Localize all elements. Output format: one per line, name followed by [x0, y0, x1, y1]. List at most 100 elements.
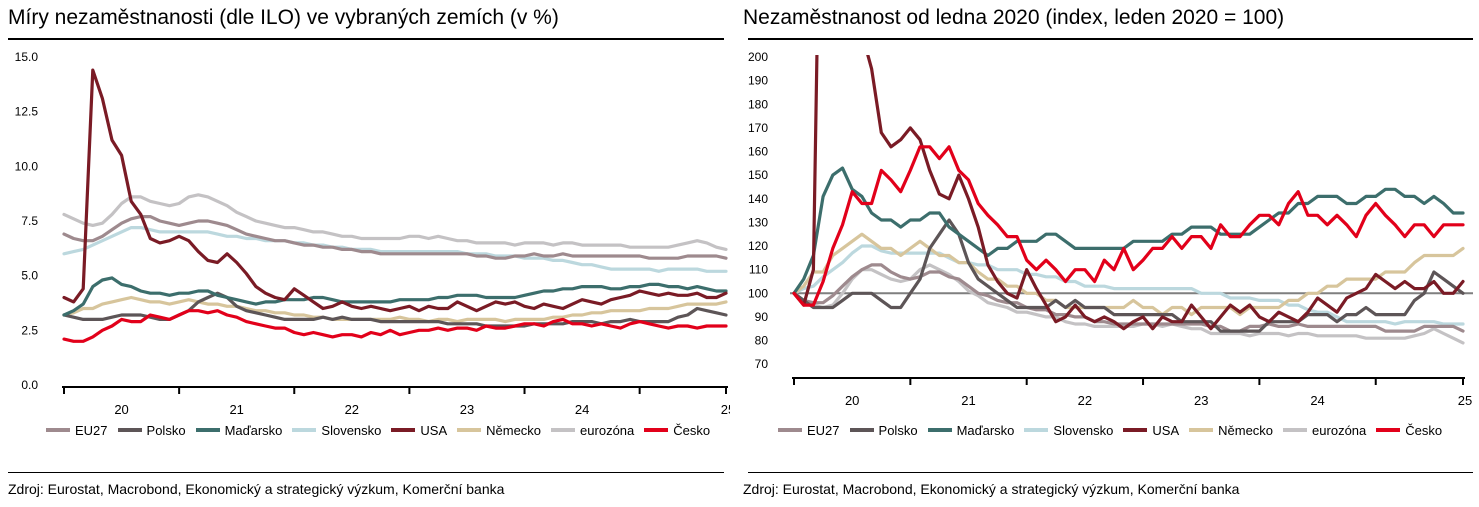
legend-swatch — [117, 428, 142, 432]
legend-label: USA — [420, 422, 448, 438]
source-rule — [748, 472, 1473, 473]
legend-swatch — [644, 428, 669, 432]
legend-item: Slovensko — [1024, 420, 1113, 440]
y-tick-label: 80 — [755, 334, 769, 348]
x-tick-label: 24 — [575, 402, 589, 417]
chart-title: Míry nezaměstnanosti (dle ILO) ve vybran… — [8, 6, 559, 29]
legend-item: Polsko — [849, 420, 918, 440]
series-line-usa — [62, 68, 728, 313]
x-tick-label: 22 — [345, 402, 359, 417]
legend-item: Německo — [457, 420, 541, 440]
legend-label: Slovensko — [321, 422, 382, 438]
y-tick-label: 0.0 — [21, 378, 38, 392]
left-chart-panel: Míry nezaměstnanosti (dle ILO) ve vybran… — [0, 0, 730, 507]
y-tick-label: 90 — [755, 310, 769, 324]
legend-label: Polsko — [878, 422, 918, 438]
y-tick-label: 160 — [748, 145, 768, 159]
legend-label: Maďarsko — [956, 422, 1015, 438]
legend-label: Polsko — [146, 422, 186, 438]
y-tick-label: 180 — [748, 97, 768, 111]
legend-swatch — [457, 428, 482, 432]
legend-item: EU27 — [778, 420, 840, 440]
legend-label: Česko — [673, 422, 711, 438]
legend-item: Maďarsko — [927, 420, 1015, 440]
series-line-nemecko — [792, 232, 1465, 317]
source-note: Zdroj: Eurostat, Macrobond, Ekonomický a… — [8, 481, 505, 497]
series-line-madarsko — [792, 166, 1465, 295]
y-tick-label: 200 — [748, 50, 768, 64]
chart-title: Nezaměstnanost od ledna 2020 (index, led… — [743, 6, 1285, 29]
legend-swatch — [1376, 428, 1401, 432]
legend-item: Česko — [644, 420, 710, 440]
series-line-polsko — [792, 218, 1465, 333]
legend-label: USA — [1152, 422, 1180, 438]
legend-swatch — [1283, 428, 1308, 432]
y-tick-label: 100 — [748, 286, 768, 300]
legend-swatch — [1189, 428, 1214, 432]
legend-swatch — [927, 428, 952, 432]
legend-item: Slovensko — [292, 420, 381, 440]
legend-item: USA — [391, 420, 447, 440]
legend-swatch — [1024, 428, 1049, 432]
legend-item: EU27 — [46, 420, 108, 440]
unemployment-rate-chart: 0.0 2.5 5.0 7.5 10.0 12.5 15.0 20 21 22 23 24 25 — [15, 50, 730, 417]
y-tick-label: 150 — [748, 168, 768, 182]
y-tick-label: 190 — [748, 74, 768, 88]
legend-label: Německo — [1218, 422, 1274, 438]
y-tick-label: 5.0 — [21, 269, 38, 283]
y-tick-label: 140 — [748, 192, 768, 206]
legend-item: Česko — [1376, 420, 1442, 440]
legend-swatch — [391, 428, 416, 432]
series-line-usa — [792, 55, 1465, 331]
y-tick-label: 170 — [748, 121, 768, 135]
y-tick-label: 70 — [755, 357, 769, 371]
legend-label: EU27 — [75, 422, 108, 438]
legend-label: EU27 — [807, 422, 840, 438]
legend-item: eurozóna — [1283, 420, 1366, 440]
right-chart-panel: Nezaměstnanost od ledna 2020 (index, led… — [740, 0, 1479, 507]
series-line-cesko — [792, 145, 1465, 307]
source-rule — [8, 472, 724, 473]
x-tick-label: 24 — [1310, 393, 1324, 408]
y-tick-label: 120 — [748, 239, 768, 253]
legend-swatch — [849, 428, 874, 432]
y-tick-label: 15.0 — [15, 50, 39, 64]
series-line-madarsko — [62, 276, 728, 317]
series-line-slovensko — [62, 226, 728, 273]
legend-item: Maďarsko — [195, 420, 282, 440]
y-tick-label: 10.0 — [15, 159, 39, 173]
legend-swatch — [195, 428, 220, 432]
unemployment-index-chart: 70 80 90 100 110 120 130 140 150 160 170 180 190 200 2… — [748, 50, 1473, 408]
chart-legend: EU27 Polsko Maďarsko Slovensko USA Německo eur… — [46, 420, 726, 440]
series-line-eurozona — [62, 193, 728, 251]
legend-item: Polsko — [117, 420, 186, 440]
chart-legend: EU27 Polsko Maďarsko Slovensko USA Německo eur… — [778, 420, 1458, 440]
x-tick-label: 23 — [1194, 393, 1208, 408]
legend-label: eurozóna — [580, 422, 635, 438]
x-tick-label: 25 — [1458, 393, 1472, 408]
y-tick-label: 7.5 — [21, 214, 38, 228]
legend-label: Slovensko — [1053, 422, 1114, 438]
x-tick-label: 20 — [114, 402, 128, 417]
x-tick-label: 20 — [845, 393, 859, 408]
y-tick-label: 130 — [748, 215, 768, 229]
title-rule — [748, 38, 1473, 40]
x-tick-label: 21 — [961, 393, 975, 408]
y-tick-label: 110 — [749, 263, 768, 277]
legend-label: Česko — [1405, 422, 1443, 438]
source-note: Zdroj: Eurostat, Macrobond, Ekonomický a… — [743, 481, 1240, 497]
legend-label: Německo — [486, 422, 542, 438]
legend-label: eurozóna — [1312, 422, 1367, 438]
legend-swatch — [292, 428, 317, 432]
legend-swatch — [1123, 428, 1148, 432]
legend-swatch — [778, 428, 802, 432]
x-tick-label: 21 — [229, 402, 243, 417]
x-tick-label: 22 — [1078, 393, 1092, 408]
series-line-nemecko — [62, 295, 728, 324]
legend-swatch — [551, 428, 576, 432]
x-tick-label: 23 — [460, 402, 474, 417]
legend-swatch — [46, 428, 70, 432]
series-line-cesko — [62, 309, 728, 343]
y-tick-label: 2.5 — [21, 323, 38, 337]
legend-item: eurozóna — [551, 420, 634, 440]
